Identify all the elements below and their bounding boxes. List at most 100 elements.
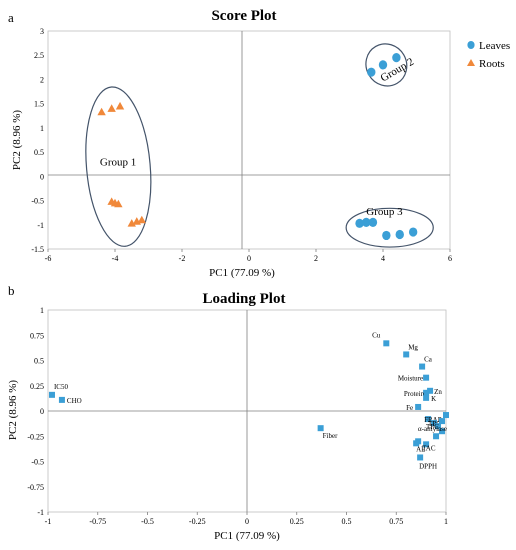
panel-label-a: a — [8, 10, 14, 25]
loading-label-tpc: TPC — [428, 420, 441, 428]
loading-y-ticks: 1 0.75 0.5 0.25 0 -0.25 -0.5 -0.75 -1 — [27, 306, 44, 517]
loading-y-tick-label: -0.25 — [27, 432, 44, 441]
score-point-leaves — [368, 217, 378, 227]
score-plot-title: Score Plot — [211, 8, 276, 24]
score-point-leaves — [382, 230, 391, 241]
legend-label-roots: Roots — [479, 58, 505, 70]
score-y-tick-label: -0.5 — [31, 197, 44, 206]
loading-label-protein: Protein — [404, 390, 425, 398]
legend-label-leaves: Leaves — [479, 40, 510, 52]
score-x-tick-label: 6 — [448, 254, 452, 263]
loading-label-mg: Mg — [408, 343, 418, 351]
loading-label-tfc: TFC — [426, 423, 439, 431]
loading-point-tfc — [435, 423, 442, 430]
panel-label-b: b — [8, 283, 15, 298]
score-x-axis-label: PC1 (77.09 %) — [209, 267, 275, 279]
loading-x-tick-label: 0.5 — [342, 517, 352, 526]
loading-label-fe: Fe — [406, 404, 413, 412]
legend-marker-roots — [467, 59, 475, 66]
loading-x-ticks: -1 -0.75 -0.5 -0.25 0 0.25 0.5 0.75 1 — [45, 512, 448, 526]
loading-y-tick-label: -0.5 — [31, 458, 44, 467]
loading-y-tick-label: 0.75 — [30, 331, 44, 340]
score-x-tick-label: -4 — [112, 254, 119, 263]
loading-x-tick-label: 0 — [245, 517, 249, 526]
score-x-ticks: -6 -4 -2 0 2 4 6 — [45, 249, 452, 263]
loading-x-tick-label: 0.25 — [290, 517, 304, 526]
loading-label-dpph: DPPH — [419, 462, 437, 470]
loading-y-axis-label: PC2 (8.96 %) — [7, 380, 19, 441]
loading-point-protein — [423, 389, 430, 396]
loading-y-tick-label: 0.25 — [30, 382, 44, 391]
loading-label-ca: Ca — [424, 356, 433, 364]
score-point-roots — [115, 101, 125, 110]
score-point-roots — [97, 107, 106, 116]
loading-point-k — [423, 394, 430, 401]
loading-label-fiber: Fiber — [323, 432, 338, 440]
loading-label-zn: Zn — [434, 388, 442, 396]
score-point-leaves — [392, 53, 401, 63]
loading-point-tpc — [431, 420, 438, 427]
score-point-leaves — [408, 227, 418, 237]
score-legend: Leaves Roots — [467, 40, 510, 70]
score-x-tick-label: -6 — [45, 254, 52, 263]
loading-x-tick-label: 0.75 — [389, 517, 403, 526]
loading-label-cu: Cu — [372, 331, 381, 339]
loading-point-mg — [403, 351, 410, 358]
loading-point-moisture — [423, 374, 430, 381]
loading-label-ae: AE — [416, 445, 425, 453]
score-point-leaves — [362, 217, 371, 227]
score-points — [97, 53, 418, 241]
legend-marker-leaves — [467, 41, 475, 49]
score-point-leaves — [355, 218, 364, 228]
loading-x-tick-label: -0.75 — [89, 517, 106, 526]
loading-label-amylase: α-amylase — [418, 425, 447, 433]
score-y-tick-label: -1.5 — [31, 245, 44, 254]
loading-point-cu — [383, 340, 390, 347]
loading-point-fiber — [317, 425, 324, 432]
score-x-tick-label: -2 — [179, 254, 186, 263]
loading-plot-panel: b Loading Plot -1 -0.75 -0.5 -0.25 0 0.25 0.5 0… — [7, 283, 449, 542]
loading-point-cho — [58, 396, 65, 403]
loading-label-cho: CHO — [67, 397, 82, 405]
score-point-leaves — [378, 60, 388, 70]
score-y-tick-label: 3 — [40, 27, 44, 36]
loading-point-tac — [423, 441, 430, 448]
score-y-tick-label: 2 — [40, 75, 44, 84]
loading-point-dpph — [417, 454, 424, 461]
score-point-roots — [137, 215, 146, 224]
loading-point-ca — [419, 363, 426, 370]
loading-point-unlabeled — [443, 412, 449, 419]
loading-label-ic50: IC50 — [54, 383, 68, 391]
loading-point-ic50 — [48, 391, 55, 398]
loading-label-frap: FRAP — [424, 416, 442, 424]
score-y-tick-label: 0.5 — [34, 148, 44, 157]
score-y-tick-label: -1 — [37, 221, 44, 230]
score-y-tick-label: 1.5 — [34, 100, 44, 109]
loading-x-tick-label: 1 — [444, 517, 448, 526]
loading-x-tick-label: -0.5 — [141, 517, 154, 526]
group-label-group-3: Group 3 — [366, 206, 403, 218]
loading-point-unlabeled — [433, 433, 440, 440]
score-plot-panel: a Score Plot -6 -4 -2 0 2 4 6 3 2.5 2 1.5 1 0.5 0 -0.… — [8, 8, 510, 279]
loading-point-unlabeled — [413, 440, 420, 447]
loading-label-tac: TAC — [422, 444, 436, 452]
score-x-tick-label: 4 — [381, 254, 385, 263]
loading-y-tick-label: 0.5 — [34, 357, 44, 366]
loading-y-tick-label: 1 — [40, 306, 44, 315]
group-label-group-1: Group 1 — [100, 157, 136, 169]
score-point-roots — [114, 199, 123, 208]
loading-y-tick-label: 0 — [40, 407, 44, 416]
score-y-ticks: 3 2.5 2 1.5 1 0.5 0 -0.5 -1 -1.5 — [31, 27, 44, 254]
loading-y-tick-label: -0.75 — [27, 483, 44, 492]
score-x-tick-label: 0 — [247, 254, 251, 263]
loading-point-fe — [415, 403, 422, 410]
loading-x-tick-label: -0.25 — [189, 517, 206, 526]
score-y-tick-label: 2.5 — [34, 51, 44, 60]
loading-x-axis-label: PC1 (77.09 %) — [214, 530, 280, 542]
loading-point-amylase — [439, 428, 446, 435]
loading-label-moisture: Moisture — [398, 375, 423, 383]
group-ellipse-group-1 — [85, 86, 152, 247]
loading-point-frap — [425, 416, 432, 423]
score-point-leaves — [395, 229, 404, 240]
